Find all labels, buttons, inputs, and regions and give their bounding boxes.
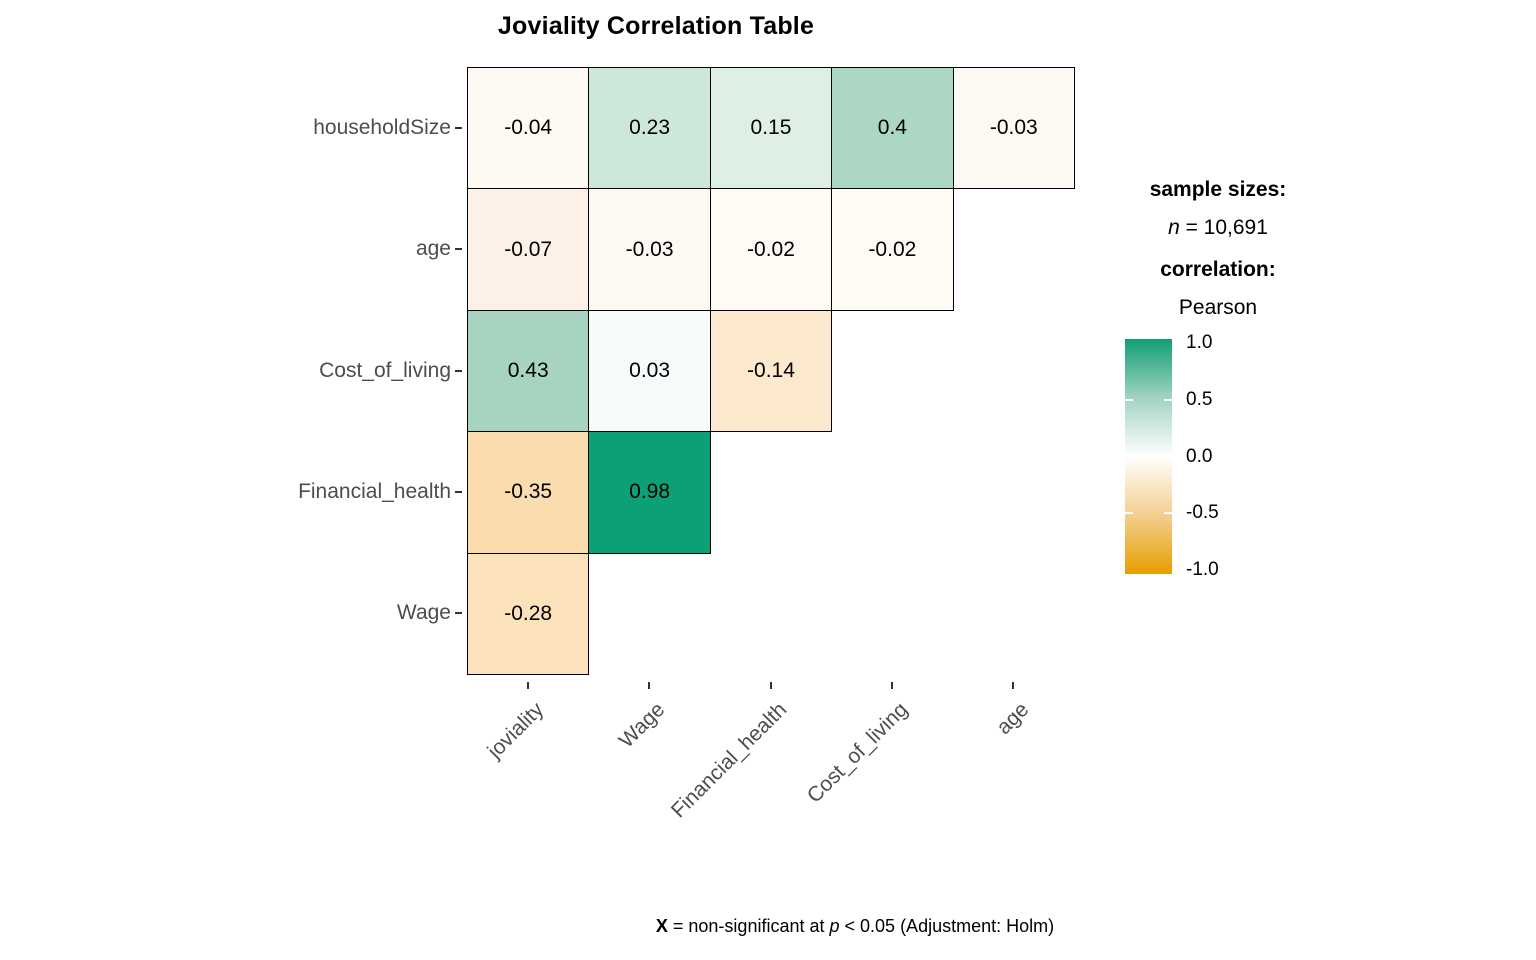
caption-end: < 0.05 (Adjustment: Holm) bbox=[839, 916, 1055, 936]
x-axis-label: Cost_of_living bbox=[802, 698, 913, 808]
n-value: = 10,691 bbox=[1179, 216, 1268, 239]
colorbar-tick-label: 0.0 bbox=[1186, 445, 1213, 467]
cell-value: -0.03 bbox=[989, 116, 1038, 140]
x-axis-tick bbox=[1012, 682, 1015, 689]
y-axis-tick bbox=[455, 490, 462, 493]
cell-value: -0.07 bbox=[504, 237, 553, 261]
cell-value: 0.4 bbox=[877, 116, 907, 140]
colorbar-tick-label: 0.5 bbox=[1186, 388, 1213, 410]
cell-value: 0.03 bbox=[629, 358, 671, 382]
heatmap-cell: -0.14 bbox=[709, 309, 833, 433]
y-axis-label: householdSize bbox=[313, 115, 451, 139]
x-axis-label: age bbox=[992, 698, 1034, 740]
heatmap-cell: -0.03 bbox=[588, 188, 711, 311]
caption-p-symbol: p bbox=[829, 916, 840, 936]
heatmap-cell: 0.15 bbox=[709, 67, 833, 190]
heatmap-cell: 0.4 bbox=[831, 67, 954, 190]
colorbar-gradient bbox=[1125, 339, 1172, 574]
heatmap-cell: -0.02 bbox=[709, 188, 833, 311]
y-axis-tick bbox=[455, 248, 462, 251]
y-axis-tick bbox=[455, 369, 462, 372]
cell-value: -0.02 bbox=[747, 237, 795, 261]
x-axis-label: Financial_health bbox=[666, 698, 791, 823]
cell-value: -0.14 bbox=[747, 358, 795, 382]
heatmap-cell: -0.03 bbox=[952, 67, 1075, 190]
y-axis-label: Financial_health bbox=[298, 479, 451, 503]
legend-sample-size-value: n = 10,691 bbox=[1098, 216, 1338, 240]
cell-value: 0.98 bbox=[629, 480, 671, 504]
colorbar-tick-label: -1.0 bbox=[1186, 559, 1219, 580]
colorbar-tick-label: -0.5 bbox=[1186, 502, 1219, 524]
colorbar-tick-label: 1.0 bbox=[1186, 332, 1213, 353]
legend-correlation-title: correlation: bbox=[1160, 258, 1276, 281]
x-axis-tick bbox=[526, 682, 529, 689]
caption: X = non-significant at p < 0.05 (Adjustm… bbox=[400, 916, 1310, 937]
x-axis-label: joviality bbox=[482, 698, 548, 763]
cell-value: 0.15 bbox=[750, 116, 792, 140]
colorbar-tick-mark bbox=[1125, 512, 1133, 515]
heatmap-cell: -0.02 bbox=[831, 188, 954, 311]
heatmap-cell: 0.03 bbox=[588, 309, 711, 433]
cell-value: -0.28 bbox=[504, 601, 553, 625]
heatmap-cell: -0.04 bbox=[467, 67, 590, 190]
cell-value: -0.35 bbox=[504, 480, 553, 504]
heatmap-cell: -0.35 bbox=[467, 431, 590, 554]
cell-value: 0.43 bbox=[507, 358, 549, 382]
legend-correlation-method: Pearson bbox=[1178, 296, 1258, 319]
caption-mid: = non-significant at bbox=[667, 916, 830, 936]
x-axis-tick bbox=[769, 682, 772, 689]
heatmap-cell: 0.43 bbox=[467, 309, 590, 433]
heatmap-cell: -0.28 bbox=[467, 552, 590, 675]
cell-value: 0.23 bbox=[629, 116, 671, 140]
cell-value: -0.03 bbox=[625, 237, 674, 261]
colorbar-tick-mark bbox=[1164, 398, 1172, 401]
cell-value: -0.04 bbox=[504, 116, 553, 140]
y-axis-label: age bbox=[415, 237, 451, 261]
heatmap-cell: 0.23 bbox=[588, 67, 711, 190]
legend-sample-sizes-title: sample sizes: bbox=[1149, 178, 1287, 201]
n-symbol: n bbox=[1168, 216, 1180, 239]
page-title: Joviality Correlation Table bbox=[497, 12, 815, 40]
colorbar-tick-mark bbox=[1125, 398, 1133, 401]
heatmap-cell: 0.98 bbox=[588, 431, 711, 554]
y-axis-label: Wage bbox=[396, 601, 451, 625]
y-axis-tick bbox=[455, 612, 462, 615]
y-axis-label: Cost_of_living bbox=[319, 358, 451, 382]
y-axis-tick bbox=[455, 126, 462, 129]
heatmap-cell: -0.07 bbox=[467, 188, 590, 311]
x-axis-tick bbox=[890, 682, 893, 689]
x-axis-tick bbox=[648, 682, 651, 689]
x-axis-label: Wage bbox=[614, 698, 670, 753]
colorbar-tick-mark bbox=[1164, 512, 1172, 515]
caption-x-symbol: X bbox=[655, 916, 668, 936]
cell-value: -0.02 bbox=[868, 237, 917, 261]
